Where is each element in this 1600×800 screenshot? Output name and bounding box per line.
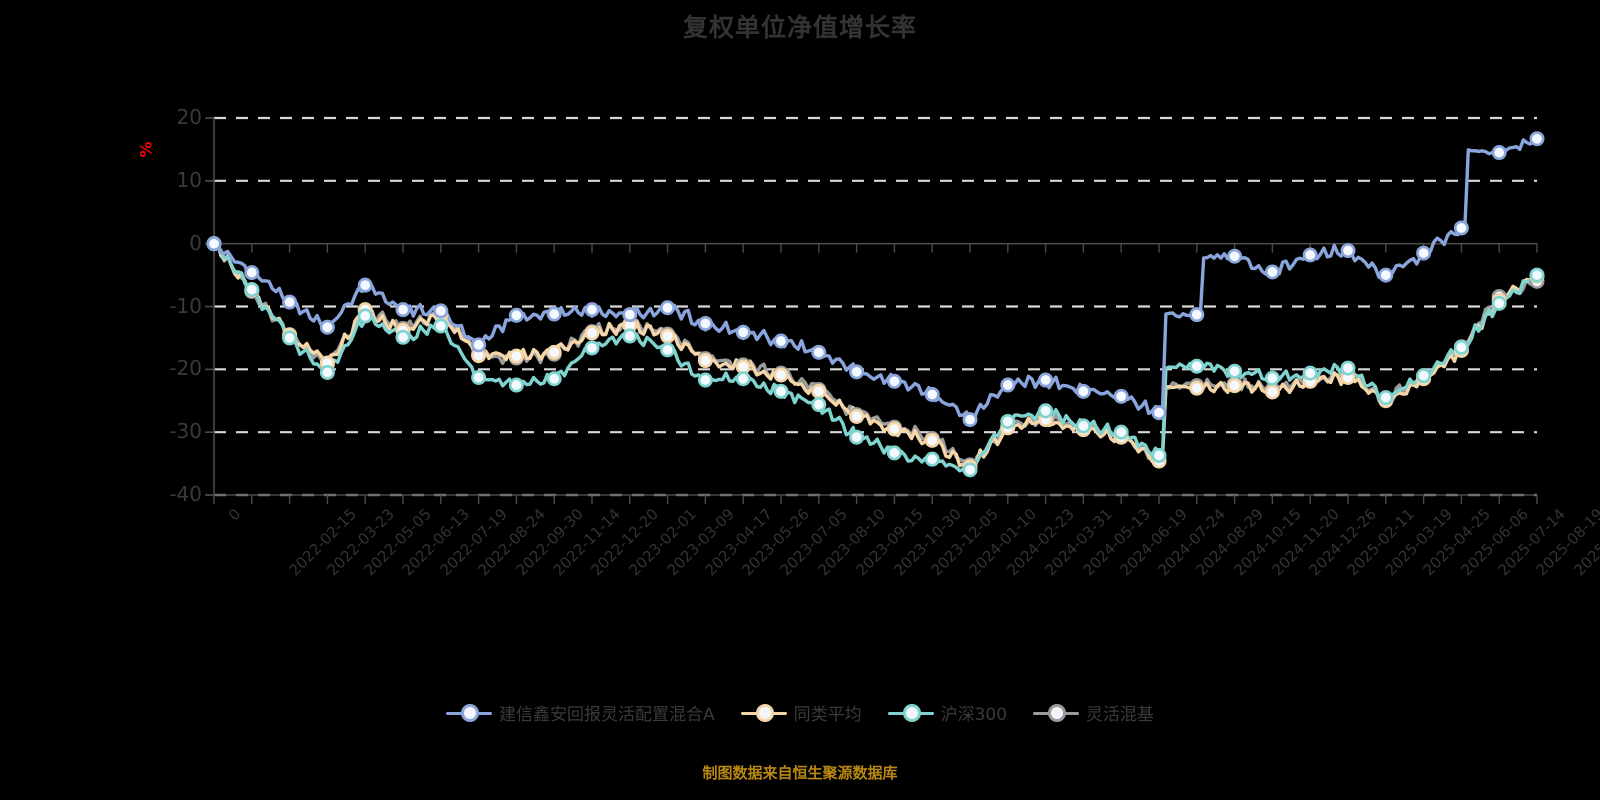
legend-item-label: 建信鑫安回报灵活配置混合A	[498, 705, 715, 725]
footer-source-note: 制图数据来自恒生聚源数据库	[702, 764, 898, 782]
chart-legend: 建信鑫安回报灵活配置混合A 同类平均 沪深300 灵活混基	[0, 700, 1600, 725]
y-axis-tick-label: -20	[169, 356, 202, 381]
legend-item[interactable]: 沪深300	[887, 700, 1008, 725]
legend-marker-icon	[740, 702, 787, 724]
legend-item[interactable]: 建信鑫安回报灵活配置混合A	[445, 700, 715, 725]
y-axis-tick-label: -10	[169, 293, 202, 318]
y-axis-tick-label: 0	[189, 230, 202, 255]
legend-item-label: 灵活混基	[1086, 705, 1155, 725]
y-axis-tick-label: -30	[169, 419, 202, 444]
y-axis-unit-label: %	[136, 141, 156, 158]
legend-marker-icon	[445, 702, 492, 724]
legend-item[interactable]: 同类平均	[740, 700, 862, 725]
legend-item-label: 同类平均	[793, 705, 862, 725]
y-axis-tick-label: -40	[169, 482, 202, 506]
page-title: 复权单位净值增长率	[682, 13, 917, 42]
legend-item[interactable]: 灵活混基	[1033, 700, 1154, 725]
y-axis-tick-label: 20	[176, 105, 202, 129]
legend-marker-icon	[1033, 702, 1080, 724]
legend-item-label: 沪深300	[940, 705, 1008, 725]
y-axis-tick-label: 10	[176, 167, 202, 192]
legend-marker-icon	[887, 702, 934, 724]
